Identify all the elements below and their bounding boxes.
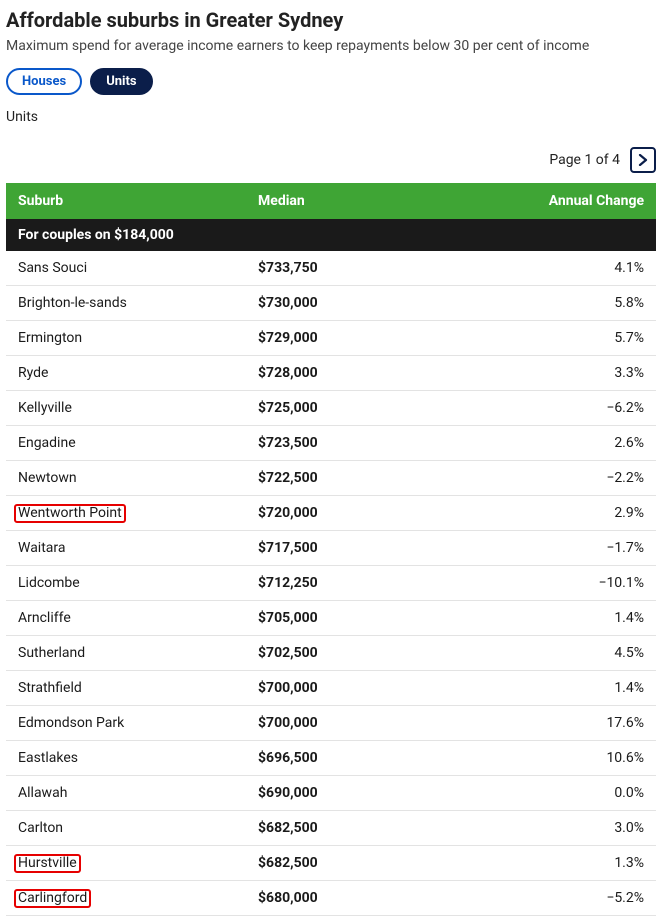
cell-suburb: Ermington <box>6 321 246 356</box>
pager-text: Page 1 of 4 <box>549 152 620 168</box>
section-label: Units <box>6 109 656 125</box>
cell-suburb: Wentworth Point <box>6 496 246 531</box>
cell-median: $730,000 <box>246 286 446 321</box>
group-heading: For couples on $184,000 <box>6 219 656 251</box>
cell-change: 1.4% <box>446 601 656 636</box>
cell-median: $682,500 <box>246 846 446 881</box>
cell-suburb: Waitara <box>6 531 246 566</box>
cell-change: −6.2% <box>446 391 656 426</box>
cell-median: $702,500 <box>246 636 446 671</box>
table-row: Strathfield$700,0001.4% <box>6 671 656 706</box>
cell-suburb: Sutherland <box>6 636 246 671</box>
table-row: Lidcombe$712,250−10.1% <box>6 566 656 601</box>
cell-suburb: Brighton-le-sands <box>6 286 246 321</box>
cell-change: 17.6% <box>446 706 656 741</box>
tab-houses[interactable]: Houses <box>6 68 82 95</box>
cell-change: 1.3% <box>446 846 656 881</box>
group-heading-row: For couples on $184,000 <box>6 219 656 251</box>
pager: Page 1 of 4 <box>6 147 656 173</box>
cell-median: $690,000 <box>246 776 446 811</box>
table-row: Engadine$723,5002.6% <box>6 426 656 461</box>
col-header-median[interactable]: Median <box>246 183 446 219</box>
cell-median: $723,500 <box>246 426 446 461</box>
table-row: Carlingford $680,000−5.2% <box>6 881 656 916</box>
cell-median: $725,000 <box>246 391 446 426</box>
cell-change: −1.7% <box>446 531 656 566</box>
cell-change: 0.0% <box>446 776 656 811</box>
cell-change: 4.5% <box>446 636 656 671</box>
cell-suburb: Arncliffe <box>6 601 246 636</box>
cell-suburb: Newtown <box>6 461 246 496</box>
table-row: Brighton-le-sands$730,0005.8% <box>6 286 656 321</box>
cell-median: $700,000 <box>246 671 446 706</box>
table-row: Ermington$729,0005.7% <box>6 321 656 356</box>
table-header-row: Suburb Median Annual Change <box>6 183 656 219</box>
page-subtitle: Maximum spend for average income earners… <box>6 38 656 54</box>
table-row: Carlton$682,5003.0% <box>6 811 656 846</box>
cell-change: −5.2% <box>446 881 656 916</box>
cell-suburb: Kellyville <box>6 391 246 426</box>
table-row: Wentworth Point $720,0002.9% <box>6 496 656 531</box>
cell-median: $722,500 <box>246 461 446 496</box>
cell-suburb: Ryde <box>6 356 246 391</box>
table-row: Waitara$717,500−1.7% <box>6 531 656 566</box>
cell-median: $720,000 <box>246 496 446 531</box>
cell-change: −2.2% <box>446 461 656 496</box>
highlighted-suburb: Wentworth Point <box>14 504 126 523</box>
cell-median: $696,500 <box>246 741 446 776</box>
cell-median: $728,000 <box>246 356 446 391</box>
cell-change: 3.3% <box>446 356 656 391</box>
cell-median: $682,500 <box>246 811 446 846</box>
cell-suburb: Eastlakes <box>6 741 246 776</box>
cell-median: $700,000 <box>246 706 446 741</box>
cell-change: 10.6% <box>446 741 656 776</box>
cell-suburb: Lidcombe <box>6 566 246 601</box>
table-row: Allawah$690,0000.0% <box>6 776 656 811</box>
cell-median: $729,000 <box>246 321 446 356</box>
col-header-change[interactable]: Annual Change <box>446 183 656 219</box>
cell-suburb: Engadine <box>6 426 246 461</box>
table-row: Kellyville$725,000−6.2% <box>6 391 656 426</box>
cell-suburb: Carlton <box>6 811 246 846</box>
table-row: Newtown$722,500−2.2% <box>6 461 656 496</box>
cell-suburb: Hurstville <box>6 846 246 881</box>
cell-change: −10.1% <box>446 566 656 601</box>
chevron-right-icon <box>638 154 648 166</box>
table-row: Arncliffe$705,0001.4% <box>6 601 656 636</box>
pager-next-button[interactable] <box>630 147 656 173</box>
cell-suburb: Edmondson Park <box>6 706 246 741</box>
cell-change: 1.4% <box>446 671 656 706</box>
tab-bar: Houses Units <box>6 68 656 95</box>
cell-change: 5.8% <box>446 286 656 321</box>
highlighted-suburb: Hurstville <box>14 854 81 873</box>
cell-median: $705,000 <box>246 601 446 636</box>
cell-change: 2.6% <box>446 426 656 461</box>
table-row: Edmondson Park$700,00017.6% <box>6 706 656 741</box>
cell-median: $680,000 <box>246 881 446 916</box>
highlighted-suburb: Carlingford <box>14 889 91 908</box>
cell-suburb: Strathfield <box>6 671 246 706</box>
table-row: Sutherland$702,5004.5% <box>6 636 656 671</box>
cell-suburb: Allawah <box>6 776 246 811</box>
cell-change: 2.9% <box>446 496 656 531</box>
suburb-table: Suburb Median Annual Change For couples … <box>6 183 656 916</box>
col-header-suburb[interactable]: Suburb <box>6 183 246 219</box>
cell-change: 4.1% <box>446 251 656 286</box>
cell-change: 5.7% <box>446 321 656 356</box>
table-row: Ryde$728,0003.3% <box>6 356 656 391</box>
table-row: Hurstville $682,5001.3% <box>6 846 656 881</box>
cell-median: $712,250 <box>246 566 446 601</box>
page-title: Affordable suburbs in Greater Sydney <box>6 8 656 32</box>
tab-units[interactable]: Units <box>90 68 152 95</box>
cell-change: 3.0% <box>446 811 656 846</box>
table-row: Sans Souci$733,7504.1% <box>6 251 656 286</box>
cell-median: $717,500 <box>246 531 446 566</box>
cell-suburb: Sans Souci <box>6 251 246 286</box>
table-row: Eastlakes$696,50010.6% <box>6 741 656 776</box>
cell-median: $733,750 <box>246 251 446 286</box>
cell-suburb: Carlingford <box>6 881 246 916</box>
